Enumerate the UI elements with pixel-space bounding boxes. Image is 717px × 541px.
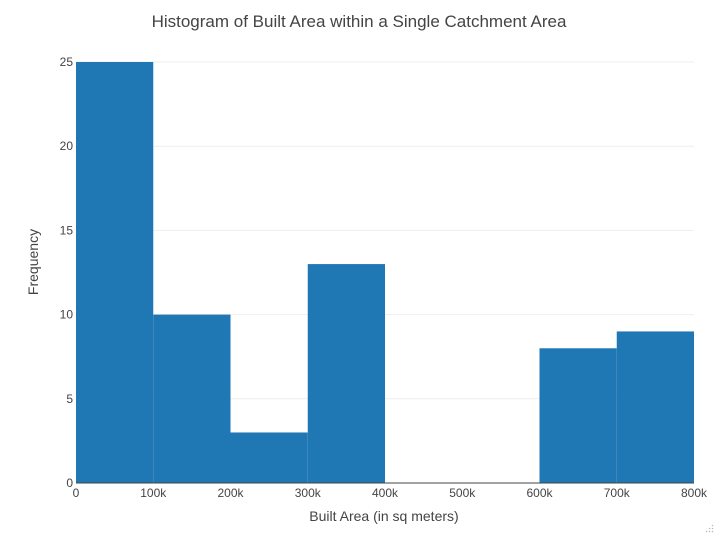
x-tick-label: 300k <box>295 486 322 500</box>
histogram-bar <box>307 264 385 483</box>
x-axis-title: Built Area (in sq meters) <box>309 508 458 524</box>
x-tick-label: 400k <box>372 486 399 500</box>
x-tick-label: 200k <box>217 486 244 500</box>
x-tick-label: 800k <box>681 486 708 500</box>
x-tick-label: 500k <box>449 486 476 500</box>
bars <box>76 62 694 483</box>
x-tick-label: 700k <box>604 486 631 500</box>
y-tick-label: 0 <box>66 476 73 490</box>
y-tick-label: 20 <box>60 139 74 153</box>
chart-title: Histogram of Built Area within a Single … <box>152 12 567 31</box>
histogram-bar <box>539 348 617 483</box>
histogram-bar <box>153 314 231 483</box>
y-tick-label: 10 <box>60 308 74 322</box>
y-axis-title: Frequency <box>25 229 41 295</box>
y-tick-label: 5 <box>66 392 73 406</box>
y-tick-label: 15 <box>60 223 74 237</box>
histogram-bar <box>230 432 308 483</box>
x-tick-label: 0 <box>73 486 80 500</box>
x-tick-label: 100k <box>140 486 167 500</box>
y-tick-label: 25 <box>60 55 74 69</box>
axes: 0 5 10 15 20 25 0 100k 200k 300k 400k 500k 600k 700k 8… <box>60 55 708 500</box>
histogram-bar <box>616 331 694 483</box>
histogram-bar <box>76 62 154 483</box>
resize-grip-icon[interactable] <box>705 524 714 533</box>
x-tick-label: 600k <box>526 486 553 500</box>
